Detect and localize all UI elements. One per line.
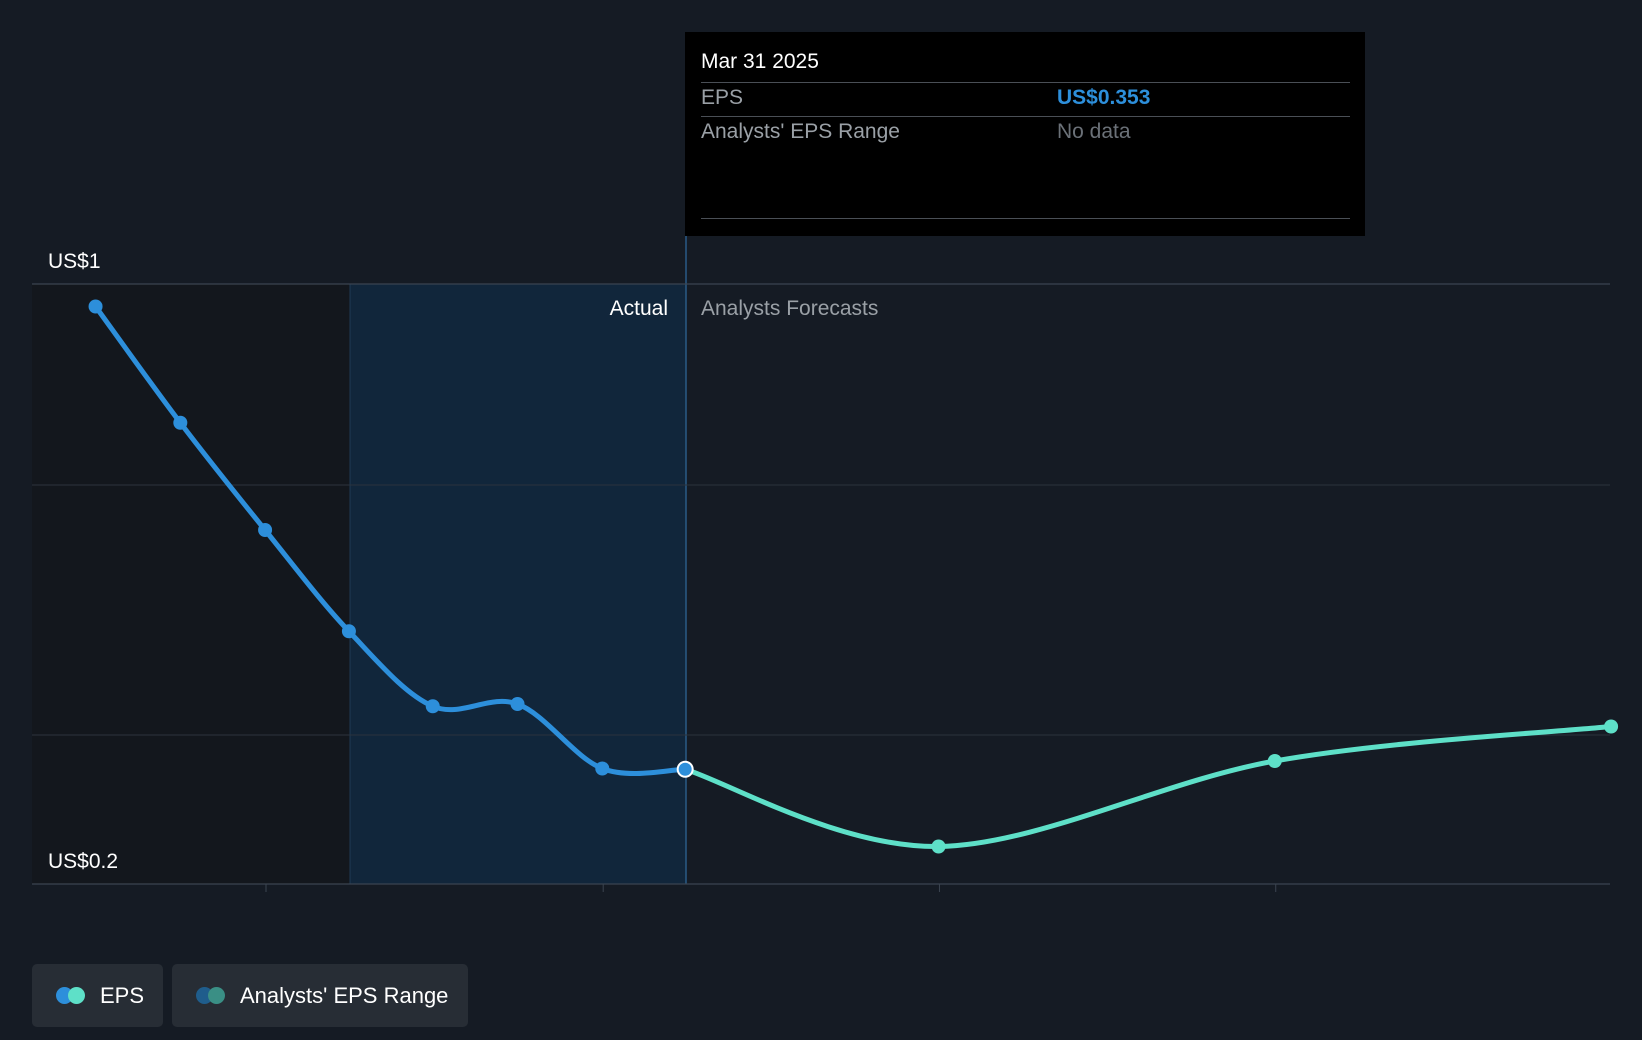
legend-item-analysts-range[interactable]: Analysts' EPS Range <box>172 964 468 1027</box>
eps-legend-icon <box>56 986 86 1005</box>
actual-data-point[interactable] <box>173 415 188 430</box>
eps-chart: US$1 US$0.2 Actual Analysts Forecasts 20… <box>32 236 1619 900</box>
selected-data-point[interactable] <box>676 760 694 778</box>
actual-data-point[interactable] <box>258 523 273 537</box>
x-tick-label: 2026 <box>916 899 963 900</box>
tooltip-eps-value: US$0.353 <box>1057 86 1151 109</box>
x-tick-label: 2025 <box>580 899 627 900</box>
actual-data-point[interactable] <box>510 697 525 711</box>
past-shading <box>32 284 350 884</box>
tooltip-divider <box>701 218 1350 219</box>
tooltip-date: Mar 31 2025 <box>701 50 819 73</box>
tooltip-divider <box>701 116 1350 117</box>
forecast-label: Analysts Forecasts <box>701 297 878 320</box>
legend-eps-label: EPS <box>100 982 145 1008</box>
actual-data-point[interactable] <box>425 699 440 714</box>
actual-data-point[interactable] <box>88 299 103 314</box>
actual-data-point[interactable] <box>595 761 610 776</box>
tooltip-range-label: Analysts' EPS Range <box>701 120 900 143</box>
x-tick-label: 2024 <box>243 899 290 900</box>
actual-label: Actual <box>610 297 668 320</box>
series-layer <box>88 299 1619 854</box>
y-label-bottom: US$0.2 <box>48 850 118 873</box>
actual-highlight-band <box>350 284 686 884</box>
forecast-data-point[interactable] <box>1604 719 1619 734</box>
legend-item-eps[interactable]: EPS <box>32 964 163 1027</box>
tooltip-divider <box>701 82 1350 83</box>
actual-data-point[interactable] <box>341 624 356 639</box>
legend-range-label: Analysts' EPS Range <box>240 982 449 1008</box>
x-tick-label: 2027 <box>1252 899 1299 900</box>
range-legend-icon <box>196 986 226 1005</box>
forecast-data-point[interactable] <box>931 839 946 854</box>
tooltip-range-value: No data <box>1057 120 1131 143</box>
tooltip-eps-label: EPS <box>701 86 744 109</box>
forecast-data-point[interactable] <box>1267 754 1282 768</box>
x-axis-ticks: 2024 2025 2026 2027 <box>243 884 1299 900</box>
y-label-top: US$1 <box>48 250 101 273</box>
tooltip: Mar 31 2025 EPS US$0.353 Analysts' EPS R… <box>685 32 1365 236</box>
forecast-eps-line <box>682 724 1614 850</box>
